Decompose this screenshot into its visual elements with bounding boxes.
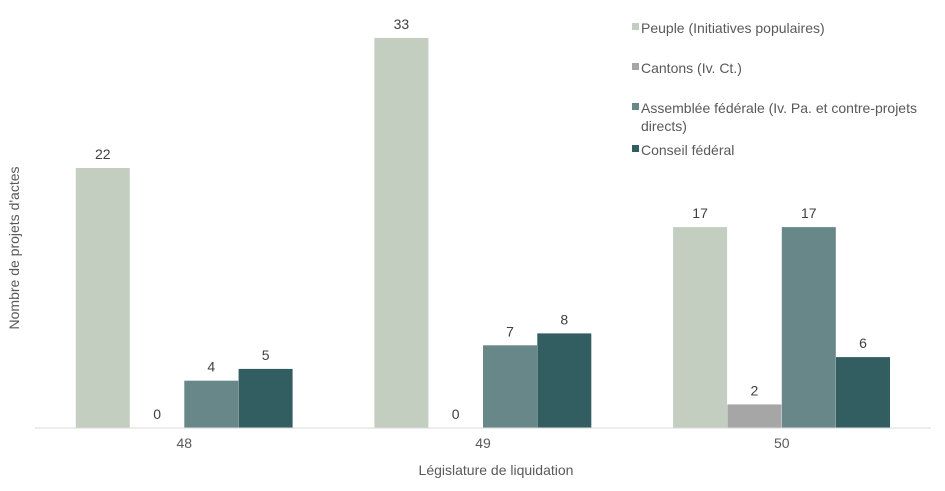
legend-swatch-series-1 xyxy=(632,23,639,30)
legend-label-series-3: Assemblée fédérale (Iv. Pa. et contre-pr… xyxy=(641,100,917,134)
bar-49-series-4 xyxy=(537,333,592,428)
bar-49-series-3 xyxy=(483,345,537,428)
legend-label-series-2: Cantons (Iv. Ct.) xyxy=(641,60,742,76)
data-labels-layer: 22 0 4 5 33 0 7 8 17 2 17 6 xyxy=(95,16,867,422)
legend-label-series-4: Conseil fédéral xyxy=(641,142,734,158)
y-axis-title: Nombre de projets d'actes xyxy=(6,167,22,330)
data-label-50-series-2: 2 xyxy=(751,382,759,398)
bar-50-series-4 xyxy=(836,357,890,428)
data-label-50-series-1: 17 xyxy=(692,205,708,221)
bars-layer xyxy=(75,37,890,429)
x-axis-title: Législature de liquidation xyxy=(419,462,574,478)
bar-50-series-2 xyxy=(727,404,782,428)
bar-49-series-1 xyxy=(374,37,429,429)
legend-swatch-series-2 xyxy=(632,63,639,70)
x-tick-label-48: 48 xyxy=(177,435,193,451)
bar-48-series-3 xyxy=(184,380,239,428)
x-tick-label-49: 49 xyxy=(475,435,491,451)
bar-50-series-1 xyxy=(673,227,728,428)
x-tick-labels: 48 49 50 xyxy=(177,435,790,451)
data-label-49-series-4: 8 xyxy=(560,311,568,327)
data-label-50-series-3: 17 xyxy=(801,205,817,221)
x-tick-label-50: 50 xyxy=(774,435,790,451)
bar-48-series-1 xyxy=(75,168,130,428)
data-label-48-series-4: 5 xyxy=(262,347,270,363)
bar-48-series-4 xyxy=(238,368,293,428)
legend: Peuple (Initiatives populaires) Cantons (… xyxy=(632,20,917,158)
data-label-48-series-2: 0 xyxy=(153,406,161,422)
data-label-50-series-4: 6 xyxy=(859,335,867,351)
data-label-49-series-1: 33 xyxy=(394,16,410,32)
data-label-49-series-2: 0 xyxy=(452,406,460,422)
data-label-49-series-3: 7 xyxy=(506,323,514,339)
legend-label-series-1: Peuple (Initiatives populaires) xyxy=(641,20,825,36)
legend-swatch-series-3 xyxy=(632,103,639,110)
legend-swatch-series-4 xyxy=(632,145,639,152)
bar-50-series-3 xyxy=(781,227,836,428)
data-label-48-series-3: 4 xyxy=(207,359,215,375)
data-label-48-series-1: 22 xyxy=(95,146,111,162)
